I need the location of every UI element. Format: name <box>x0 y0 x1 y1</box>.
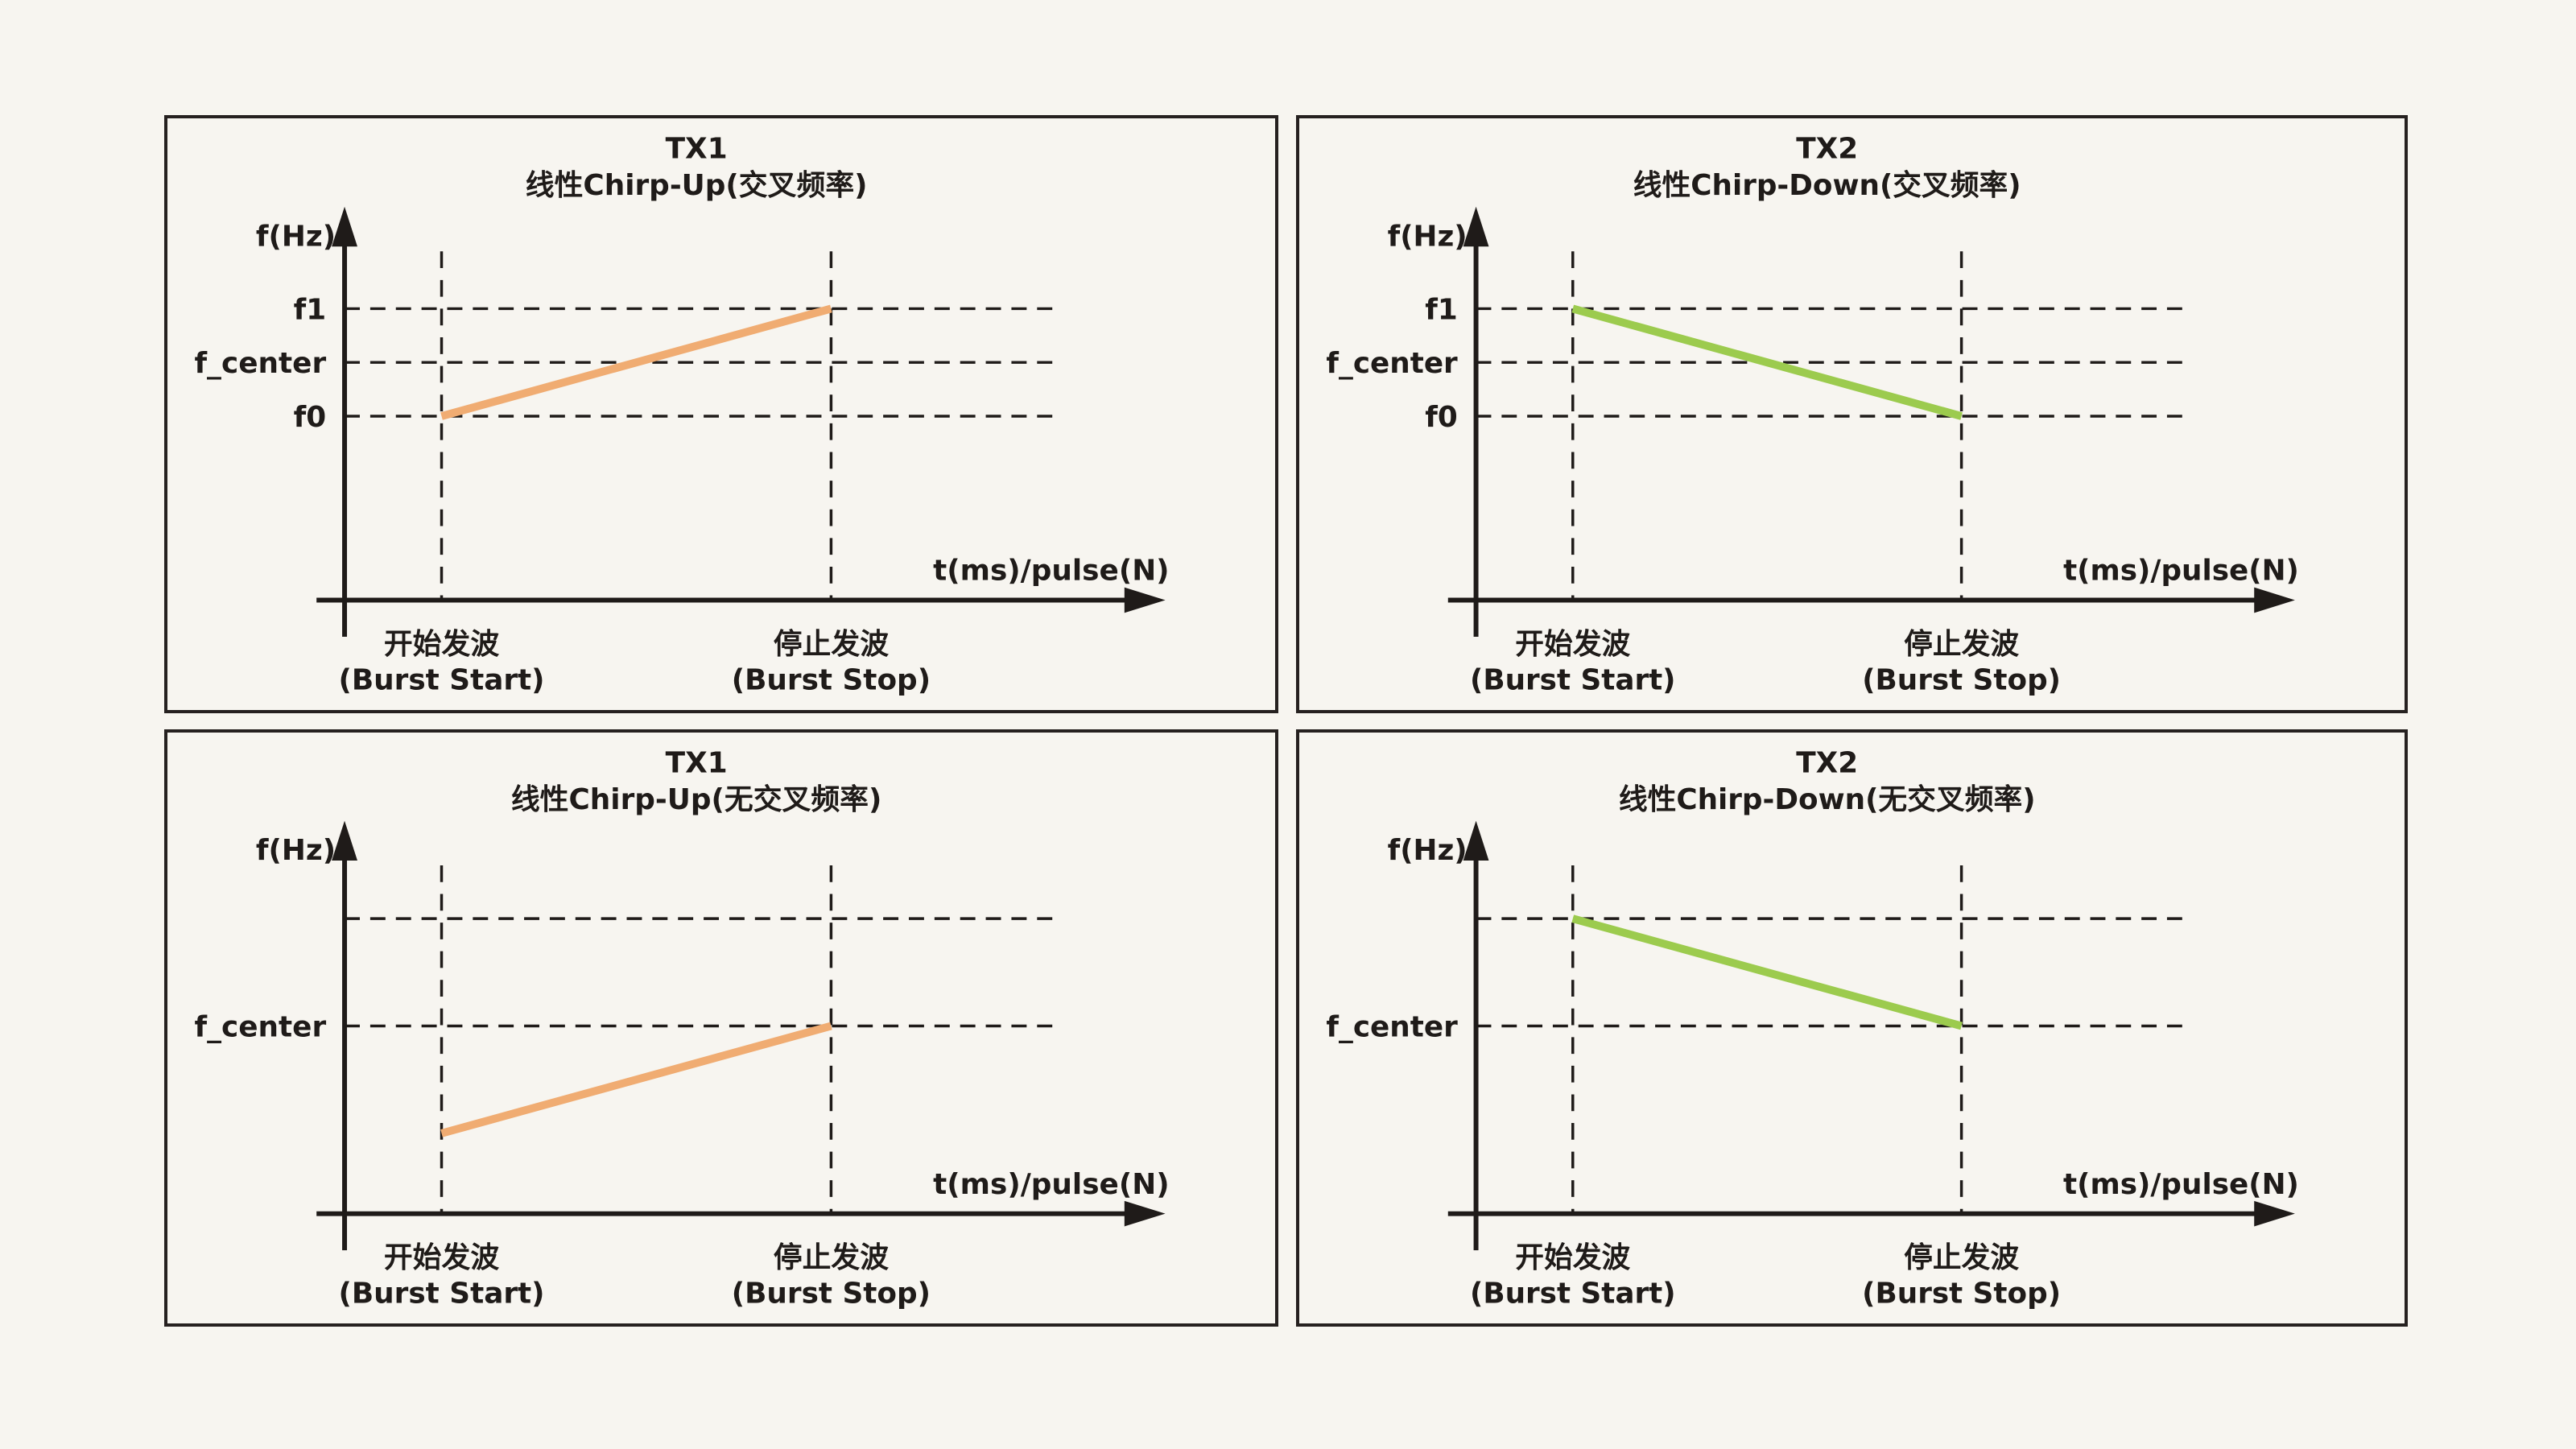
y-axis-arrowhead-icon <box>1463 206 1489 247</box>
burst-start-label-cn: 开始发波 <box>384 628 500 661</box>
panel-tx2-crossing: TX2 线性Chirp-Down(交叉频率) f1 f_center f0 f(Hz) t(… <box>1296 115 2408 713</box>
y-tick-label: f0 <box>294 401 327 434</box>
y-axis-label: f(Hz) <box>1388 220 1468 253</box>
plot-title-tx: TX2 <box>1796 133 1858 166</box>
y-tick-label: f1 <box>294 293 327 326</box>
chirp-line <box>1571 914 1963 1030</box>
y-tick-label: f1 <box>1425 293 1457 326</box>
burst-start-label-en: (Burst Start) <box>1470 1277 1676 1310</box>
plot-subtitle: 线性Chirp-Up(交叉频率) <box>526 169 868 202</box>
chirp-line <box>440 1022 832 1137</box>
burst-stop-label-en: (Burst Stop) <box>1862 1277 2061 1310</box>
y-tick-label: f_center <box>195 1010 327 1043</box>
y-axis-label: f(Hz) <box>256 220 336 253</box>
chirp-line <box>1571 304 1963 420</box>
burst-start-label-cn: 开始发波 <box>1515 1241 1630 1274</box>
x-axis-label: t(ms)/pulse(N) <box>2063 1168 2299 1201</box>
y-tick-label: f0 <box>1425 401 1457 434</box>
x-axis-label: t(ms)/pulse(N) <box>2063 555 2299 588</box>
plot-subtitle: 线性Chirp-Up(无交叉频率) <box>511 783 882 816</box>
x-axis-arrowhead-icon <box>2254 1200 2295 1227</box>
plot-title-tx: TX1 <box>666 133 728 166</box>
burst-start-label-en: (Burst Start) <box>1470 663 1675 696</box>
y-axis-arrowhead-icon <box>332 820 357 861</box>
y-tick-label: f_center <box>1326 347 1458 380</box>
x-axis-arrowhead-icon <box>1124 587 1166 613</box>
panel-tx1-noncrossing: TX1 线性Chirp-Up(无交叉频率) f_center f(Hz) t(ms)/p… <box>164 729 1278 1327</box>
plot-title-tx: TX2 <box>1796 746 1858 779</box>
burst-start-label-en: (Burst Start) <box>338 1277 544 1310</box>
burst-stop-label-en: (Burst Stop) <box>732 663 931 696</box>
burst-stop-label-en: (Burst Stop) <box>1862 663 2061 696</box>
x-axis-label: t(ms)/pulse(N) <box>933 555 1169 588</box>
y-tick-label: f_center <box>194 347 326 380</box>
y-axis-label: f(Hz) <box>1388 834 1468 867</box>
x-axis-label: t(ms)/pulse(N) <box>933 1168 1169 1201</box>
panel-tx2-noncrossing: TX2 线性Chirp-Down(无交叉频率) f_center f(Hz) t(ms)… <box>1296 729 2408 1327</box>
plot-title-tx: TX1 <box>666 747 728 780</box>
burst-stop-label-cn: 停止发波 <box>1904 1241 2019 1274</box>
burst-start-label-cn: 开始发波 <box>384 1241 500 1274</box>
panel-tx1-crossing: TX1 线性Chirp-Up(交叉频率) f1 f_center f0 f(Hz) t(ms… <box>164 115 1278 713</box>
burst-stop-label-cn: 停止发波 <box>774 1241 890 1274</box>
chirp-plot: TX2 线性Chirp-Down(无交叉频率) f_center f(Hz) t(ms)… <box>1326 746 2299 1310</box>
burst-start-label-cn: 开始发波 <box>1515 628 1630 661</box>
x-axis-arrowhead-icon <box>2254 587 2295 613</box>
y-axis-label: f(Hz) <box>256 834 336 867</box>
burst-stop-label-cn: 停止发波 <box>774 628 890 661</box>
y-axis-arrowhead-icon <box>1463 820 1489 861</box>
burst-start-label-en: (Burst Start) <box>338 663 544 696</box>
burst-stop-label-en: (Burst Stop) <box>732 1277 931 1310</box>
x-axis-arrowhead-icon <box>1124 1200 1166 1227</box>
plot-subtitle: 线性Chirp-Down(无交叉频率) <box>1619 783 2036 816</box>
y-tick-label: f_center <box>1326 1010 1458 1043</box>
burst-stop-label-cn: 停止发波 <box>1904 628 2019 661</box>
y-axis-arrowhead-icon <box>332 206 357 247</box>
plot-subtitle: 线性Chirp-Down(交叉频率) <box>1633 169 2021 202</box>
chirp-line <box>440 304 832 420</box>
